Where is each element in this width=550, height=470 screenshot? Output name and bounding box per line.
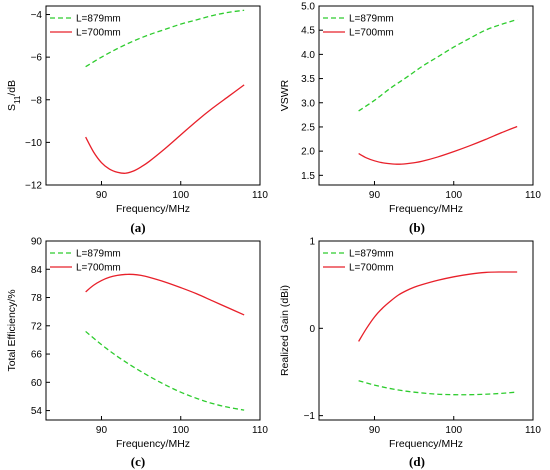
- x-tick-label: 100: [445, 190, 462, 201]
- x-axis-label: Frequency/MHz: [389, 438, 463, 450]
- y-tick-label: 78: [31, 293, 43, 304]
- x-tick-label: 100: [172, 425, 189, 436]
- y-tick-label: −6: [31, 53, 43, 64]
- series-line-l700: [85, 273, 245, 316]
- y-tick-label: 4.5: [301, 26, 315, 37]
- y-tick-label: −8: [31, 95, 43, 106]
- legend-entry: L=879mm: [349, 249, 394, 260]
- y-axis-label: Total Efficiency/%: [6, 289, 18, 371]
- y-tick-label: −10: [25, 138, 42, 149]
- x-tick-label: 90: [369, 190, 381, 201]
- panel-label: (a): [130, 220, 145, 235]
- chart-panel-3: 90 100 110 54 60 66 72 78 84 90 Frequency/MHz Total…: [6, 237, 268, 470]
- y-tick-label: 1: [309, 237, 315, 248]
- y-tick-label: 3.5: [301, 74, 315, 85]
- panel-label: (c): [131, 454, 145, 469]
- y-axis-label: S11/dB: [6, 80, 22, 111]
- plot-frame: [45, 240, 261, 421]
- x-tick-label: 100: [445, 425, 462, 436]
- y-tick-label: −1: [304, 411, 316, 422]
- y-axis-label: VSWR: [279, 79, 291, 111]
- x-axis-label: Frequency/MHz: [389, 203, 463, 215]
- x-tick-label: 90: [96, 425, 108, 436]
- y-tick-label: 2.0: [301, 147, 315, 158]
- panel-label: (d): [409, 454, 425, 469]
- x-axis-label: Frequency/MHz: [116, 438, 190, 450]
- plot-frame: [318, 5, 534, 186]
- plot-frame: [45, 5, 261, 186]
- series-line-l879: [358, 18, 518, 112]
- series-line-l879: [358, 380, 518, 396]
- x-tick-label: 110: [252, 190, 268, 201]
- y-tick-label: −4: [31, 10, 43, 21]
- x-tick-label: 100: [172, 190, 189, 201]
- legend-entry: L=879mm: [76, 249, 121, 260]
- y-tick-label: 90: [31, 237, 43, 248]
- y-tick-label: −12: [25, 181, 42, 192]
- y-tick-label: 72: [31, 321, 43, 332]
- legend-entry: L=700mm: [76, 28, 121, 39]
- x-tick-label: 90: [369, 425, 381, 436]
- series-line-l700: [85, 84, 245, 174]
- chart-panel-2: 90 100 110 1.5 2.0 2.5 3.0 3.5 4.0 4.5 5.0 Frequenc…: [279, 2, 541, 236]
- y-tick-label: 54: [31, 406, 43, 417]
- y-tick-label: 84: [31, 265, 43, 276]
- x-tick-label: 90: [96, 190, 108, 201]
- plot-frame: [318, 240, 534, 421]
- x-tick-label: 110: [252, 425, 268, 436]
- y-axis-label: Realized Gain (dBi): [279, 285, 291, 376]
- panel-label: (b): [409, 220, 425, 235]
- y-tick-label: 1.5: [301, 171, 315, 182]
- x-axis-label: Frequency/MHz: [116, 203, 190, 215]
- legend-entry: L=700mm: [76, 263, 121, 274]
- legend-entry: L=879mm: [349, 14, 394, 25]
- legend-entry: L=879mm: [76, 14, 121, 25]
- series-line-l879: [85, 330, 245, 411]
- series-line-l700: [358, 271, 518, 342]
- y-tick-label: 66: [31, 350, 43, 361]
- chart-panel-4: 90 100 110 −1 0 1 Frequency/MHz Realized Gain (…: [279, 237, 541, 470]
- series-line-l700: [358, 125, 518, 165]
- y-tick-label: 3.0: [301, 98, 315, 109]
- y-tick-label: 5.0: [301, 2, 315, 13]
- chart-panel-1: 90 100 110 −12 −10 −8 −6 −4 Frequency/MHz S11/dB L…: [6, 5, 268, 235]
- y-tick-label: 2.5: [301, 122, 315, 133]
- y-tick-label: 60: [31, 378, 43, 389]
- x-tick-label: 110: [525, 190, 541, 201]
- legend-entry: L=700mm: [349, 263, 394, 274]
- y-tick-label: 0: [309, 324, 315, 335]
- y-tick-label: 4.0: [301, 50, 315, 61]
- legend-entry: L=700mm: [349, 28, 394, 39]
- x-tick-label: 110: [525, 425, 541, 436]
